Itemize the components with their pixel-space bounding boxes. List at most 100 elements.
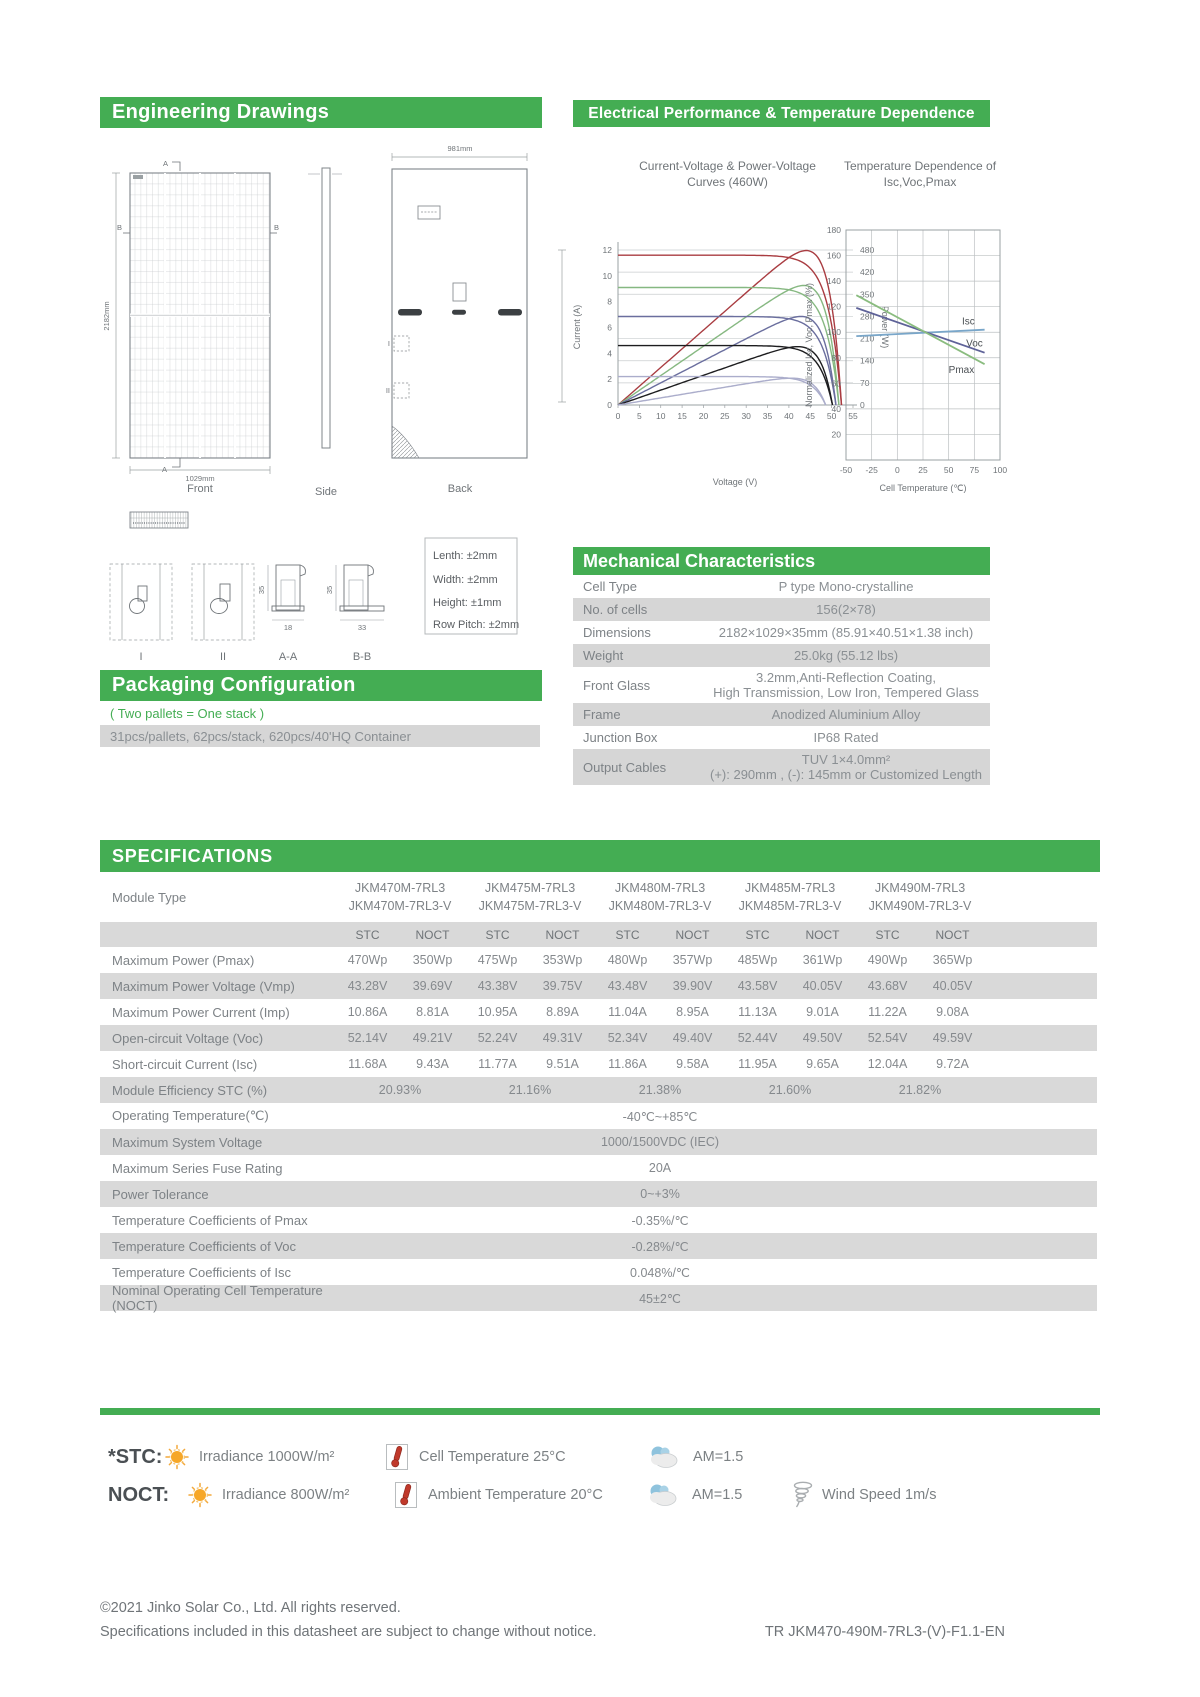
model-name-line1: JKM470M-7RL3 — [354, 881, 446, 895]
spec-row-label: Maximum System Voltage — [112, 1134, 263, 1150]
spec-table-row: Temperature Coefficients of Pmax -0.35%/℃ — [100, 1207, 1097, 1233]
mechanical-table: Cell Type P type Mono-crystalline No. of c… — [573, 575, 990, 785]
value-pair: 52.34V 49.40V — [595, 1031, 725, 1045]
current-tick-label: 2 — [607, 374, 612, 384]
value-pair: 485Wp 361Wp — [725, 953, 855, 967]
power-tick-label: 210 — [860, 334, 874, 344]
module-model-name: JKM485M-7RL3 JKM485M-7RL3-V — [725, 881, 855, 913]
spec-row-label: Nominal Operating Cell Temperature (NOCT… — [112, 1283, 323, 1313]
model-name-line2: JKM470M-7RL3-V — [348, 899, 452, 913]
noct-column-header: NOCT — [805, 927, 840, 942]
temperature-tick-label: -25 — [866, 465, 879, 475]
value-pair: 43.28V 39.69V — [335, 979, 465, 993]
current-tick-label: 12 — [603, 245, 613, 255]
frame-detail-drawing: I II 35 18 A-A 35 33 B-B Le — [109, 511, 519, 663]
spec-row-label: Operating Temperature(℃) — [112, 1108, 269, 1123]
spec-value-span: 21.16% — [508, 1083, 552, 1097]
mech-table-row: Dimensions 2182×1029×35mm (85.91×40.51×1.… — [573, 621, 990, 644]
model-name-line2: JKM490M-7RL3-V — [868, 899, 972, 913]
mech-row-value: Anodized Aluminium Alloy — [771, 707, 921, 722]
iv-pv-curves-chart: Current (A) Power (W) Voltage (V) 0 70 140… — [572, 242, 890, 487]
stc-column-header: STC — [875, 927, 900, 942]
spec-table-row: Module Efficiency STC (%) 20.93% 21.16% 21.… — [100, 1077, 1097, 1103]
spec-condition-header-row: STC NOCT STC NOCT STC NOCT STC NOCT STC NOCT — [100, 922, 1097, 947]
tolerance-width: Width: ±2mm — [433, 574, 498, 586]
stc-am: AM=1.5 — [693, 1449, 744, 1465]
condition-pair: STC NOCT — [465, 928, 595, 942]
sun-icon — [186, 1482, 214, 1508]
mech-row-value: IP68 Rated — [813, 730, 879, 745]
frame-profile-bb: 35 33 — [325, 564, 385, 632]
iv-curve — [618, 344, 834, 406]
mech-table-row: Cell Type P type Mono-crystalline — [573, 575, 990, 598]
temp-ylabel: Normalized Isc, Voc, Pmax (%) — [804, 283, 814, 407]
section-marker-a-bottom: A — [162, 465, 167, 474]
y-tick-label: 160 — [827, 251, 841, 261]
cable-connector — [452, 309, 466, 315]
spec-value: 39.69V — [412, 979, 453, 993]
engineering-drawing: 2182mm 1029mm A A B B 981mm — [102, 144, 566, 498]
value-pair: 11.86A 9.58A — [595, 1057, 725, 1071]
value-pair: 43.38V 39.75V — [465, 979, 595, 993]
spec-value: 52.54V — [867, 1031, 908, 1045]
mech-row-value: 156(2×78) — [816, 602, 876, 617]
spec-value: 11.77A — [478, 1057, 517, 1071]
value-pair: 10.95A 8.89A — [465, 1005, 595, 1019]
spec-table-row: Maximum System Voltage 1000/1500VDC (IEC) — [100, 1129, 1097, 1155]
series-label-voc: Voc — [966, 338, 983, 349]
spec-value: 52.14V — [347, 1031, 388, 1045]
dim-height-label: 2182mm — [102, 301, 111, 330]
cable-connector — [498, 309, 522, 316]
cable-connector — [398, 309, 422, 316]
cloud-icon — [646, 1483, 680, 1507]
temperature-dependence-chart: Normalized Isc, Voc, Pmax (%) Cell Tempe… — [804, 225, 1007, 493]
spec-value: 9.51A — [546, 1057, 579, 1071]
iv-curve — [618, 315, 837, 406]
spec-value: 11.22A — [868, 1005, 907, 1019]
mech-row-label: Weight — [583, 648, 624, 663]
spec-value: 40.05V — [932, 979, 973, 993]
temperature-tick-label: 100 — [993, 465, 1007, 475]
spec-value: 490Wp — [867, 953, 908, 967]
value-pair: 480Wp 357Wp — [595, 953, 725, 967]
spec-value: 49.31V — [542, 1031, 583, 1045]
mech-row-label: No. of cells — [583, 602, 648, 617]
value-pair: 11.77A 9.51A — [465, 1057, 595, 1071]
spec-table-row: Temperature Coefficients of Voc -0.28%/℃ — [100, 1233, 1097, 1259]
clamp-detail-2 — [191, 563, 255, 641]
value-pair: 475Wp 353Wp — [465, 953, 595, 967]
power-tick-label: 280 — [860, 311, 874, 321]
spec-value: 39.90V — [672, 979, 713, 993]
spec-row-label: Module Efficiency STC (%) — [112, 1082, 268, 1098]
sun-icon — [163, 1444, 191, 1470]
value-pair: 43.48V 39.90V — [595, 979, 725, 993]
spec-table-row: Short-circuit Current (Isc) 11.68A 9.43A 11… — [100, 1051, 1097, 1077]
voltage-tick-label: 20 — [699, 411, 709, 421]
spec-value-full: -0.35%/℃ — [631, 1213, 689, 1228]
spec-row-label: Temperature Coefficients of Voc — [112, 1238, 297, 1254]
spec-value-full: -0.28%/℃ — [631, 1239, 689, 1254]
noct-ambient-temp: Ambient Temperature 20°C — [428, 1487, 603, 1503]
noct-column-header: NOCT — [545, 927, 580, 942]
spec-table-row: Maximum Series Fuse Rating 20A — [100, 1155, 1097, 1181]
spec-value: 11.13A — [738, 1005, 777, 1019]
mech-row-value: TUV 1×4.0mm² (+): 290mm , (-): 145mm or … — [709, 752, 982, 782]
module-model-name: JKM475M-7RL3 JKM475M-7RL3-V — [465, 881, 595, 913]
frame-profile-aa: 35 18 — [257, 564, 306, 632]
spec-value: 10.86A — [347, 1005, 388, 1019]
stc-conditions-row: *STC: Irradiance 1000W/m² — [108, 1440, 743, 1474]
spec-value: 39.75V — [542, 979, 583, 993]
value-pair: 52.14V 49.21V — [335, 1031, 465, 1045]
spec-value: 8.81A — [416, 1005, 449, 1019]
front-view-label: Front — [187, 483, 213, 495]
tolerance-length: Lenth: ±2mm — [433, 550, 497, 562]
spec-value: 9.01A — [806, 1005, 839, 1019]
spec-value-full: -40℃~+85℃ — [622, 1109, 698, 1124]
temperature-tick-label: 75 — [970, 465, 980, 475]
back-view-drawing: 981mm I II — [386, 144, 566, 459]
voltage-tick-label: 35 — [763, 411, 773, 421]
value-pair: 470Wp 350Wp — [335, 953, 465, 967]
temperature-tick-label: 25 — [918, 465, 928, 475]
voltage-tick-label: 0 — [616, 411, 621, 421]
spec-row-label: Maximum Power Current (Imp) — [112, 1004, 290, 1020]
